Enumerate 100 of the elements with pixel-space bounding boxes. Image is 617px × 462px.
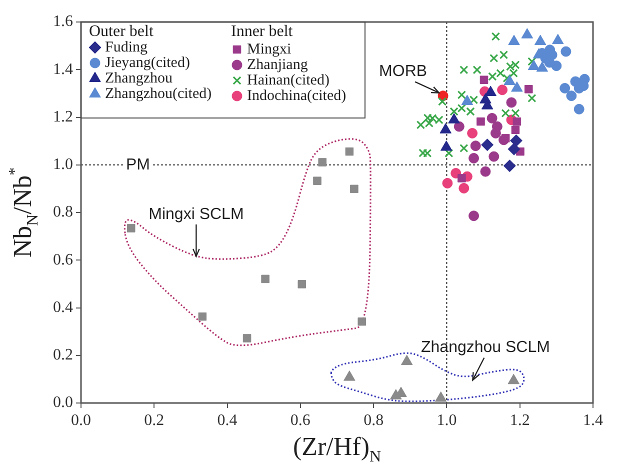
point [345,147,354,156]
y-axis-title: NbN/Nb* [6,167,42,258]
point [416,120,426,130]
y-tick-label: 1.4 [53,60,73,78]
x-tick-label: 0.6 [290,412,310,429]
point [261,274,270,284]
point [457,90,466,100]
point [560,46,572,57]
legend-label: Zhangzhou [105,70,173,86]
annotation: Inner belt [231,23,294,40]
point [400,354,413,366]
point [528,57,536,66]
y-tick-label: 0.4 [53,298,73,316]
y-tick-label: 0.6 [53,251,73,268]
point [418,148,428,158]
point [524,85,533,94]
x-tick-label: 0.4 [217,412,238,429]
x-tick-label: 1.4 [583,412,603,429]
point [497,84,508,96]
point [468,210,480,222]
point [126,224,136,232]
point [242,334,252,342]
point [467,128,478,138]
point [528,94,536,103]
point [476,117,485,126]
x-tick-label: 1.2 [510,412,530,429]
annotation: Outer belt [89,23,154,40]
point [508,142,520,156]
point [512,117,522,126]
point [560,82,570,94]
point [444,148,454,158]
point [496,68,505,78]
y-tick-label: 0.0 [53,394,73,412]
point [481,138,494,152]
point [480,76,488,84]
x-tick-label: 1.0 [436,412,457,429]
x-tick-label: 0.0 [71,412,91,429]
point [490,128,501,138]
legend-label: Mingxi [247,41,292,58]
point [511,126,520,134]
point [511,108,520,118]
point [501,134,510,142]
legend-label: Fuding [105,39,148,56]
point [508,374,520,384]
point [298,280,306,288]
point [460,66,468,74]
point [422,148,432,158]
y-tick-label: 1.6 [53,13,73,30]
legend-label: Zhangzhou(cited) [105,86,212,102]
point [468,152,480,164]
point [486,112,498,124]
point [510,134,522,147]
y-tick-label: 0.8 [53,204,73,221]
point [499,50,508,60]
point [358,317,366,326]
point [506,97,517,108]
point [501,108,510,118]
point [458,182,470,194]
legend-label: Zhanjiang [247,56,308,73]
point [502,74,512,83]
point [428,114,437,123]
point [434,391,447,402]
point [438,97,447,106]
point [566,90,577,102]
point [574,104,584,114]
point [198,312,207,321]
point [469,96,478,104]
point [440,140,452,151]
annotation: Mingxi SCLM [148,206,244,223]
point [313,176,322,185]
y-tick-label: 0.2 [53,346,73,364]
point [460,144,468,153]
point [488,151,500,162]
y-tick-label: 1.2 [53,108,73,126]
point [318,158,327,166]
point [503,160,516,172]
point [491,32,500,41]
x-tick-label: 0.8 [364,412,384,429]
point [450,107,458,116]
point [442,178,453,188]
x-tick-label: 0.2 [144,412,164,429]
annotation: Zhangzhou SCLM [420,339,550,356]
point [457,104,466,113]
y-tick-label: 1.0 [53,156,73,174]
point [458,174,466,182]
point [470,140,481,152]
point [434,116,444,124]
annotation: MORB [379,63,428,80]
legend-label: Indochina(cited) [247,88,346,104]
point [466,107,475,116]
point [488,72,497,81]
point [350,184,358,194]
ref-line-label: PM [126,156,150,174]
point [344,370,356,381]
legend-label: Hainan(cited) [247,72,330,88]
point [480,166,491,177]
point [472,66,482,74]
point [490,54,498,63]
point [454,121,464,132]
legend-label: Jieyang(cited) [105,54,190,71]
